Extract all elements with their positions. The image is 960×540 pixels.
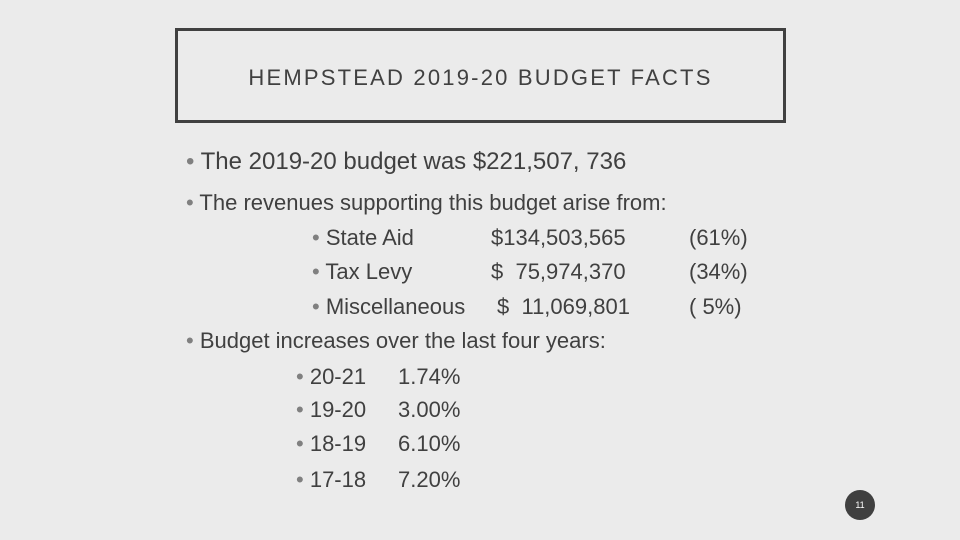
revenue-name-label: • Tax Levy [312,259,412,285]
increase-rate: 6.10% [398,431,461,456]
year-label: 17-18 [309,467,367,492]
bullet-icon: • [186,328,194,353]
increase-year: • 18-19 [296,431,366,457]
increase-rate: 3.00% [398,397,461,422]
revenue-name-label: • State Aid [312,225,414,251]
year-label: 19-20 [309,397,367,422]
increase-rate: 1.74% [398,364,461,389]
revenue-amount: $ 11,069,801 [497,294,630,319]
page-number-badge: 11 [845,490,875,520]
revenue-name-label: • Miscellaneous [312,294,465,320]
bullet-icon: • [296,364,304,389]
bullet-icon: • [296,467,304,492]
increases-intro-line: • Budget increases over the last four ye… [186,328,606,354]
revenue-name: Miscellaneous [325,294,466,319]
revenue-percent: ( 5%) [689,294,742,319]
revenue-amount: $ 75,974,370 [491,259,626,284]
bullet-icon: • [296,397,304,422]
slide-title: HEMPSTEAD 2019-20 BUDGET FACTS [248,64,713,90]
bullet-icon: • [312,294,320,319]
increase-rate: 7.20% [398,467,461,492]
bullet-icon: • [312,259,320,284]
revenue-name: State Aid [325,225,414,250]
revenues-intro-line: • The revenues supporting this budget ar… [186,190,667,216]
increase-year: • 19-20 [296,397,366,423]
revenue-amount: $134,503,565 [491,225,626,250]
year-label: 20-21 [309,364,367,389]
increases-intro-text: Budget increases over the last four year… [199,328,606,353]
increase-year: • 20-21 [296,364,366,390]
bullet-icon: • [312,225,320,250]
revenue-percent: (34%) [689,259,748,284]
bullet-icon: • [186,190,194,215]
revenue-percent: (61%) [689,225,748,250]
budget-total-text: The 2019-20 budget was $221,507, 736 [200,148,627,175]
year-label: 18-19 [309,431,367,456]
bullet-icon: • [186,148,195,175]
title-box: HEMPSTEAD 2019-20 BUDGET FACTS [175,28,786,123]
bullet-icon: • [296,431,304,456]
revenue-name: Tax Levy [325,259,413,284]
increase-year: • 17-18 [296,467,366,493]
budget-total-line: • The 2019-20 budget was $221,507, 736 [186,148,626,176]
revenues-intro-text: The revenues supporting this budget aris… [199,190,667,215]
